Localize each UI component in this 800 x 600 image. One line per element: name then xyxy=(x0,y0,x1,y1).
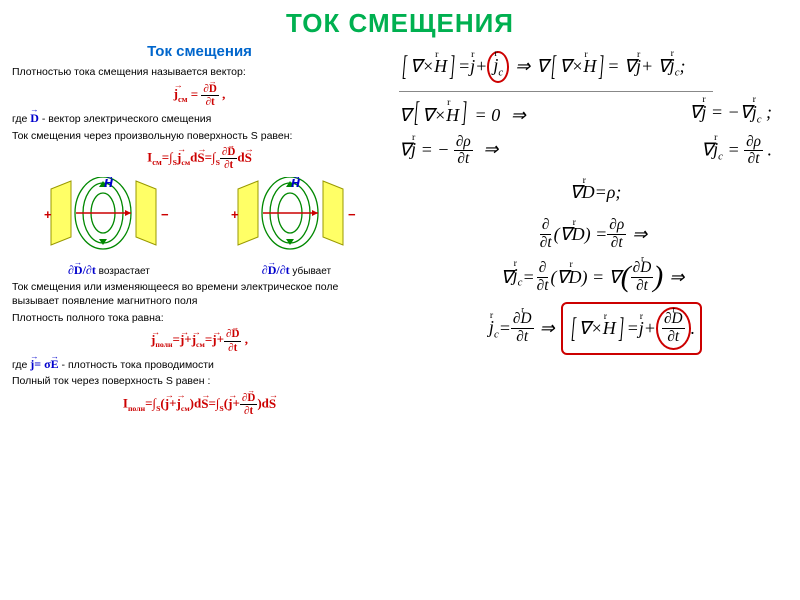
svg-text:H⃗: H⃗ xyxy=(291,177,300,190)
right-column: [∇×rH] = rj + rjc ⇒ ∇[∇×rH] = ∇rj + ∇rjc… xyxy=(395,43,800,598)
capacitor-decreasing-icon: H⃗ + − xyxy=(223,177,363,257)
svg-text:−: − xyxy=(161,207,169,222)
capacitor-increasing-icon: H⃗ + − xyxy=(36,177,176,257)
formula-Ism: Iсм=∫Sj→смdS→=∫S∂D→∂tdS→ xyxy=(12,146,387,171)
para-full-current: Полный ток через поверхность S равен : xyxy=(12,375,387,389)
main-title: ТОК СМЕЩЕНИЯ xyxy=(0,0,800,43)
diag-label-right: ∂D→/∂t убывает xyxy=(262,263,331,278)
svg-text:H⃗: H⃗ xyxy=(104,177,113,190)
eq3: ∇rj = − ∂ρ∂t ⇒ ∇rjc = ∂ρ∂t . xyxy=(399,134,792,169)
left-column: Ток смещения Плотностью тока смещения на… xyxy=(0,43,395,598)
para-D-def: где D→ - вектор электрического смещения xyxy=(12,111,387,127)
svg-text:−: − xyxy=(348,207,356,222)
para-full-density: Плотность полного тока равна: xyxy=(12,312,387,326)
para-magnetic: Ток смещения или изменяющееся во времени… xyxy=(12,281,387,308)
eq2: ∇[∇×rH] = 0 ⇒ ∇rj = −∇rjc ; xyxy=(399,102,792,126)
formula-Ipoln: Iполн=∫S(j→+j→см)dS→=∫S(j→+∂D→∂t)dS→ xyxy=(12,392,387,417)
eq7: rjc = ∂rD∂t ⇒ [∇×rH] = rj + ∂rD∂t. xyxy=(399,302,792,355)
diagram-left: H⃗ + − xyxy=(36,177,176,257)
eq4: ∇rD = ρ ; xyxy=(399,182,792,203)
para-def: Плотностью тока смещения называется вект… xyxy=(12,66,387,80)
formula-jsm: j→см = ∂D→∂t , xyxy=(12,83,387,108)
subtitle: Ток смещения xyxy=(12,43,387,60)
content: Ток смещения Плотностью тока смещения на… xyxy=(0,43,800,598)
eq1: [∇×rH] = rj + rjc ⇒ ∇[∇×rH] = ∇rj + ∇rjc… xyxy=(399,51,792,83)
divider xyxy=(399,91,713,92)
svg-text:+: + xyxy=(44,207,52,222)
diag-label-left: ∂D→/∂t возрастает xyxy=(68,263,150,278)
eq6: ∇rjc = ∂∂t(∇rD) = ∇(∂rD∂t) ⇒ xyxy=(399,260,792,295)
svg-text:+: + xyxy=(231,207,239,222)
para-sigma: где j→= σE→ - плотность тока проводимост… xyxy=(12,357,387,373)
diagram-right: H⃗ + − xyxy=(223,177,363,257)
diagrams: H⃗ + − H⃗ + − xyxy=(12,177,387,257)
eq5: ∂∂t(∇rD) = ∂ρ∂t ⇒ xyxy=(399,217,792,252)
formula-jpoln: j→полн=j→+j→см=j→+∂D→∂t , xyxy=(12,328,387,353)
para-Ism: Ток смещения через произвольную поверхно… xyxy=(12,130,387,144)
